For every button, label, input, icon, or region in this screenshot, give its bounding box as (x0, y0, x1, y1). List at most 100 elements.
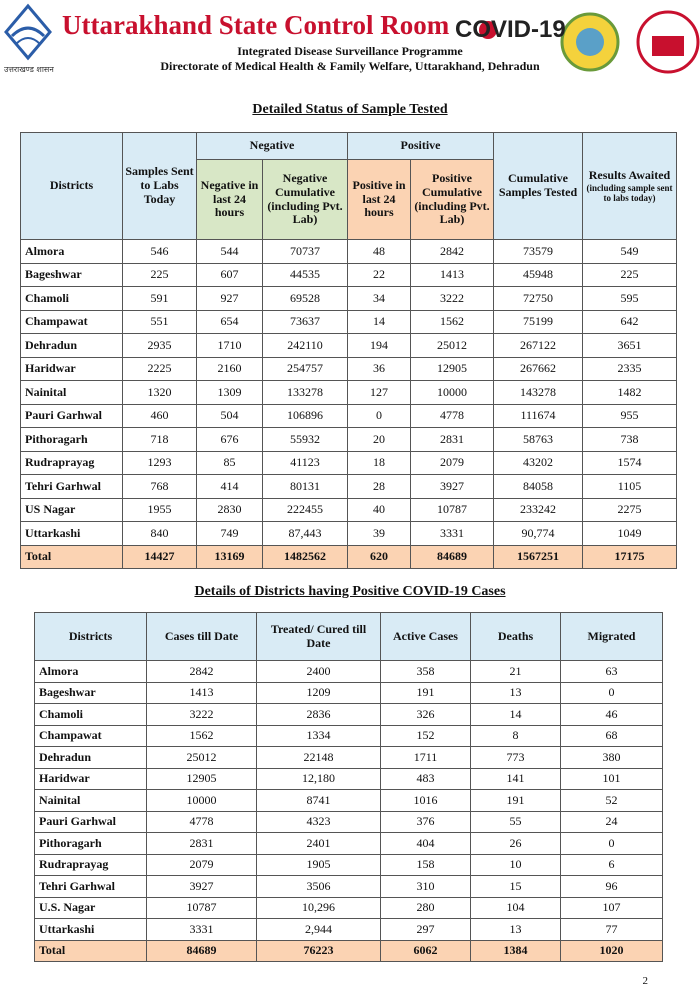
cell: 127 (347, 380, 411, 405)
cell: 84689 (146, 939, 257, 962)
cell: 39 (347, 521, 411, 546)
header-cell: Positive (347, 132, 494, 160)
cell: 141 (470, 767, 561, 790)
row: Pauri Garhwal 460 504 106896 0 4778 111674 955 (20, 403, 677, 428)
cell: 1105 (582, 474, 677, 499)
cell: Pithoragarh (34, 832, 147, 855)
cell: 77 (560, 918, 663, 941)
cell: 70737 (262, 239, 348, 264)
cell: 840 (122, 521, 197, 546)
cell: 1562 (410, 309, 494, 334)
cell: 25012 (146, 746, 257, 769)
cell: 12,180 (256, 767, 381, 790)
cell: 84689 (410, 544, 494, 569)
cell: 14427 (122, 544, 197, 569)
header-cell: Deaths (470, 612, 561, 661)
cell: 483 (380, 767, 471, 790)
cell: 297 (380, 918, 471, 941)
cell: 104 (470, 896, 561, 919)
cell: US Nagar (20, 497, 123, 522)
cell: 69528 (262, 286, 348, 311)
row: Chamoli 591 927 69528 34 3222 72750 595 (20, 286, 677, 311)
cell: 1016 (380, 789, 471, 812)
cell: 10000 (410, 380, 494, 405)
row: Almora 546 544 70737 48 2842 73579 549 (20, 239, 677, 264)
cell: 52 (560, 789, 663, 812)
cell: 10787 (410, 497, 494, 522)
cell: 18 (347, 450, 411, 475)
cell: 3506 (256, 875, 381, 898)
cell: Haridwar (20, 356, 123, 381)
cell: Champawat (20, 309, 123, 334)
cell: Champawat (34, 724, 147, 747)
cell: 2,944 (256, 918, 381, 941)
cell: 4778 (410, 403, 494, 428)
cell: 107 (560, 896, 663, 919)
cell: Almora (34, 660, 147, 683)
cell: 46 (560, 703, 663, 726)
cell: 12905 (410, 356, 494, 381)
cell: 267662 (493, 356, 583, 381)
cell: 0 (347, 403, 411, 428)
cell: 73637 (262, 309, 348, 334)
cell: 280 (380, 896, 471, 919)
row: Tehri Garhwal 3927 3506 310 15 96 (34, 875, 663, 898)
cell: 620 (347, 544, 411, 569)
row: Tehri Garhwal 768 414 80131 28 3927 84058 1105 (20, 474, 677, 499)
virus-icon (479, 21, 497, 39)
cell: 1574 (582, 450, 677, 475)
state-logo (4, 3, 52, 61)
cell: 133278 (262, 380, 348, 405)
cell: 3222 (410, 286, 494, 311)
cell: 1049 (582, 521, 677, 546)
cell: 595 (582, 286, 677, 311)
cell: 1320 (122, 380, 197, 405)
cell: 4778 (146, 810, 257, 833)
cell: 404 (380, 832, 471, 855)
row: Uttarkashi 3331 2,944 297 13 77 (34, 918, 663, 941)
cell: 310 (380, 875, 471, 898)
cell: 14 (470, 703, 561, 726)
cell: Chamoli (20, 286, 123, 311)
cell: U.S. Nagar (34, 896, 147, 919)
cell: 10 (470, 853, 561, 876)
cell: Rudraprayag (20, 450, 123, 475)
cell: 55932 (262, 427, 348, 452)
cell: 1905 (256, 853, 381, 876)
cell: Pauri Garhwal (20, 403, 123, 428)
total-row: Total 14427 13169 1482562 620 84689 1567251 171… (20, 544, 677, 569)
cell: 676 (196, 427, 263, 452)
cell: 63 (560, 660, 663, 683)
cell: 3331 (410, 521, 494, 546)
cell: Haridwar (34, 767, 147, 790)
cell: 87,443 (262, 521, 348, 546)
cell: 152 (380, 724, 471, 747)
cell: 14 (347, 309, 411, 334)
cell: Uttarkashi (34, 918, 147, 941)
cell: 225 (122, 262, 197, 287)
cell: 642 (582, 309, 677, 334)
cell: Total (34, 939, 147, 962)
cell: Bageshwar (20, 262, 123, 287)
cell: 549 (582, 239, 677, 264)
cell: 2400 (256, 660, 381, 683)
cell: 773 (470, 746, 561, 769)
cell: 68 (560, 724, 663, 747)
cell: 955 (582, 403, 677, 428)
cell: Pithoragarh (20, 427, 123, 452)
header-cell: Negative Cumulative (including Pvt. Lab) (262, 159, 348, 240)
cell: 191 (380, 681, 471, 704)
cell: 2830 (196, 497, 263, 522)
cell: 2160 (196, 356, 263, 381)
cell: 2225 (122, 356, 197, 381)
row: Almora 2842 2400 358 21 63 (34, 660, 663, 683)
cell: 8741 (256, 789, 381, 812)
header-cell: Negative (196, 132, 348, 160)
cell: 2842 (146, 660, 257, 683)
header-cell: Samples Sent to Labs Today (122, 132, 197, 240)
cell: 749 (196, 521, 263, 546)
cell: 768 (122, 474, 197, 499)
cell: 1209 (256, 681, 381, 704)
cell: 1710 (196, 333, 263, 358)
